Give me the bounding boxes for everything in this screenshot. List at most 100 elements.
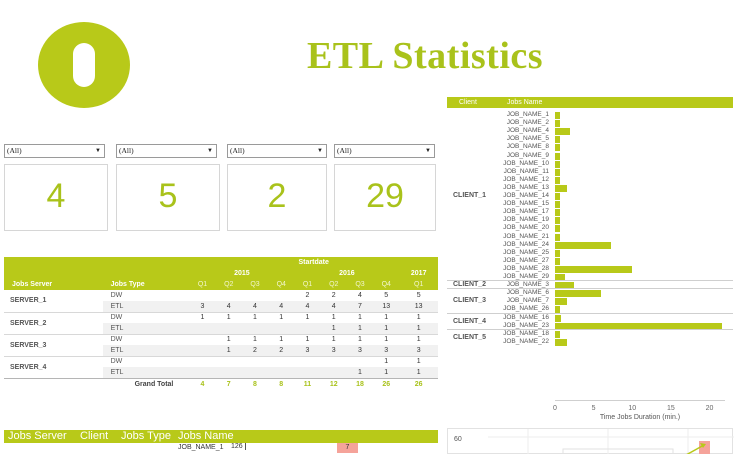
quarter-header: Q3 bbox=[346, 279, 374, 290]
duration-bar[interactable] bbox=[555, 120, 560, 128]
x-tick-label: 5 bbox=[591, 405, 596, 412]
col-jobs-type: Jobs Type bbox=[121, 430, 171, 442]
grand-total-cell: 7 bbox=[215, 377, 242, 391]
x-tick-label: 15 bbox=[667, 405, 675, 412]
pivot-cell: 1 bbox=[241, 333, 269, 345]
server-name: SERVER_4 bbox=[4, 355, 103, 378]
grand-total-cell: 26 bbox=[399, 377, 438, 391]
job-name-label: JOB_NAME_7 bbox=[506, 297, 549, 305]
jobs-detail-value: 126 bbox=[231, 443, 246, 450]
pivot-cell bbox=[189, 345, 216, 356]
duration-bar[interactable] bbox=[555, 282, 574, 290]
job-name-label: JOB_NAME_4 bbox=[506, 127, 549, 135]
pivot-cell: 1 bbox=[320, 323, 347, 334]
grand-total-cell: 12 bbox=[320, 377, 347, 391]
pivot-cell bbox=[268, 323, 295, 334]
duration-bar[interactable] bbox=[555, 314, 562, 322]
duration-bar[interactable] bbox=[555, 225, 560, 233]
pivot-cell bbox=[294, 367, 321, 378]
duration-bar[interactable] bbox=[555, 184, 568, 192]
col-client: Client bbox=[80, 430, 109, 442]
filter-value: (All) bbox=[337, 146, 352, 155]
jobs-pivot-table: Startdate 2015 2016 2017 Jobs Server Job… bbox=[4, 257, 438, 391]
duration-bar[interactable] bbox=[555, 298, 568, 306]
duration-bar[interactable] bbox=[555, 338, 568, 346]
trend-line bbox=[686, 444, 705, 454]
pivot-cell: 1 bbox=[215, 345, 242, 356]
pivot-cell: 13 bbox=[373, 301, 400, 312]
job-type: DW bbox=[110, 292, 123, 299]
duration-bar[interactable] bbox=[555, 160, 560, 168]
pivot-cell bbox=[320, 355, 347, 367]
filter-dropdown-1[interactable]: (All) ▼ bbox=[4, 144, 105, 158]
job-name-label: JOB_NAME_13 bbox=[503, 183, 549, 191]
duration-bar[interactable] bbox=[555, 217, 560, 225]
pivot-cell: 1 bbox=[373, 323, 400, 334]
duration-bar[interactable] bbox=[555, 274, 566, 281]
job-name-label: JOB_NAME_23 bbox=[503, 321, 549, 329]
duration-bar[interactable] bbox=[555, 306, 560, 314]
filter-dropdown-2[interactable]: (All) ▼ bbox=[116, 144, 217, 158]
duration-bar[interactable] bbox=[555, 144, 560, 152]
pivot-cell bbox=[215, 367, 242, 378]
pivot-cell: 1 bbox=[294, 333, 321, 345]
group-divider bbox=[447, 328, 733, 330]
grand-total-cell: 11 bbox=[294, 377, 321, 391]
mini-chart bbox=[447, 428, 734, 454]
duration-bar[interactable] bbox=[555, 330, 560, 338]
server-name: SERVER_2 bbox=[4, 311, 103, 334]
pivot-cell bbox=[268, 367, 295, 378]
jobs-detail-name: JOB_NAME_1 bbox=[178, 444, 224, 451]
job-name-label: JOB_NAME_15 bbox=[503, 200, 549, 208]
x-tick-label: 0 bbox=[553, 405, 557, 412]
grand-total-cell: 26 bbox=[373, 377, 400, 391]
job-name-label: JOB_NAME_25 bbox=[503, 248, 549, 256]
pivot-cell bbox=[215, 355, 242, 367]
duration-bar[interactable] bbox=[555, 176, 560, 184]
pivot-cell: 4 bbox=[320, 301, 347, 312]
duration-bar[interactable] bbox=[555, 233, 560, 241]
quarter-header: Q1 bbox=[399, 279, 438, 290]
duration-bar[interactable] bbox=[555, 249, 560, 257]
pivot-row: SERVER_1 DW 2 2 4 5 5 bbox=[4, 290, 438, 304]
job-name-label: JOB_NAME_26 bbox=[503, 305, 549, 313]
pivot-row: ETL 1 1 1 1 bbox=[4, 323, 438, 334]
pivot-cell: 1 bbox=[294, 311, 321, 323]
duration-bar[interactable] bbox=[555, 152, 560, 160]
duration-bar[interactable] bbox=[555, 193, 560, 200]
client-label: CLIENT_2 bbox=[453, 281, 487, 289]
duration-bar[interactable] bbox=[555, 128, 571, 136]
duration-bar[interactable] bbox=[555, 322, 722, 330]
jobs-detail-table-header: Jobs Server Client Jobs Type Jobs Name bbox=[4, 430, 438, 443]
pivot-cell: 13 bbox=[399, 301, 438, 312]
duration-bar[interactable] bbox=[555, 290, 602, 298]
pivot-cell: 1 bbox=[320, 333, 347, 345]
pivot-cell bbox=[189, 367, 216, 378]
filter-value: (All) bbox=[119, 146, 134, 155]
duration-bar[interactable] bbox=[555, 112, 560, 119]
client-label: CLIENT_4 bbox=[453, 317, 487, 325]
kpi-value: 4 bbox=[46, 177, 66, 215]
duration-bar[interactable] bbox=[555, 265, 633, 273]
duration-bar[interactable] bbox=[555, 136, 560, 144]
job-name-label: JOB_NAME_8 bbox=[506, 143, 549, 151]
mini-chart-bar bbox=[699, 441, 710, 454]
group-divider bbox=[447, 288, 733, 290]
job-type: ETL bbox=[102, 345, 190, 356]
filter-dropdown-3[interactable]: (All) ▼ bbox=[227, 144, 327, 158]
pivot-cell bbox=[346, 355, 374, 367]
duration-bar[interactable] bbox=[555, 257, 560, 265]
duration-bar[interactable] bbox=[555, 209, 560, 217]
pivot-cell: 1 bbox=[399, 355, 438, 367]
col-jobs-name: Jobs Name bbox=[178, 430, 234, 442]
duration-bar[interactable] bbox=[555, 241, 611, 249]
filter-dropdown-4[interactable]: (All) ▼ bbox=[334, 144, 435, 158]
job-type: ETL bbox=[102, 301, 190, 312]
pivot-cell: 7 bbox=[346, 301, 374, 312]
duration-bar[interactable] bbox=[555, 201, 560, 209]
year-header: 2017 bbox=[399, 268, 438, 279]
pivot-cell bbox=[189, 290, 215, 301]
duration-bar[interactable] bbox=[555, 168, 560, 176]
filter-value: (All) bbox=[230, 146, 245, 155]
pivot-cell bbox=[242, 290, 268, 301]
